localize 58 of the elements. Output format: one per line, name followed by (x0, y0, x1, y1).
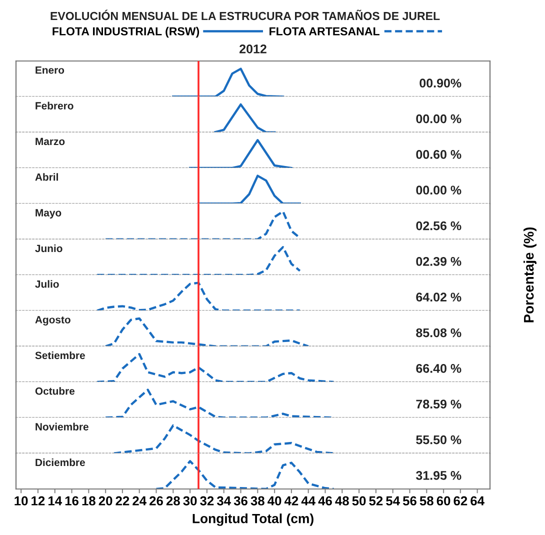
annotation: Mayo (36, 209, 62, 219)
x-tick-label: 44 (301, 496, 316, 506)
annotation: 78.59 % (416, 400, 462, 409)
chart-title: EVOLUCIÓN MENSUAL DE LA ESTRUCURA POR TAMAÑOS DE JUREL (50, 10, 440, 20)
annotation: 00.00 % (416, 186, 462, 195)
x-tick-label: 14 (48, 496, 62, 506)
x-tick-label: 34 (216, 496, 231, 506)
x-tick-label: 54 (386, 496, 400, 506)
annotation: Diciembre (36, 458, 85, 466)
x-tick-label: 50 (352, 496, 366, 506)
x-tick-label: 28 (166, 496, 180, 506)
annotation: 02.39 % (416, 257, 462, 266)
annotation: Julio (35, 280, 59, 288)
x-tick-label: 64 (470, 496, 484, 506)
x-tick-label: 32 (200, 496, 214, 506)
x-axis-title: Longitud Total (cm) (192, 514, 314, 526)
x-tick-label: 40 (268, 496, 282, 506)
annotation: Noviembre (36, 422, 88, 430)
x-tick-label: 62 (454, 496, 468, 506)
annotation: Junio (35, 244, 62, 252)
x-tick-label: 12 (32, 496, 45, 506)
annotation: 00.00 % (416, 114, 462, 124)
legend-label: FLOTA INDUSTRIAL (RSW) (52, 26, 200, 38)
legend-label: FLOTA ARTESANAL (270, 27, 380, 36)
x-tick-label: 30 (183, 496, 197, 506)
x-tick-label: 42 (284, 496, 298, 506)
x-tick-label: 10 (14, 496, 28, 506)
annotation: 02.56 % (416, 221, 462, 230)
x-tick-label: 56 (402, 496, 416, 506)
chart-subtitle: 2012 (240, 44, 266, 54)
x-tick-label: 24 (132, 496, 146, 506)
x-tick-label: 18 (82, 496, 96, 506)
annotation: 55.50 % (416, 435, 462, 444)
x-tick-label: 46 (318, 496, 332, 506)
annotation: Abril (35, 173, 58, 181)
annotation: Setiembre (35, 351, 85, 360)
annotation: 64.02 % (416, 292, 462, 302)
x-tick-label: 38 (250, 496, 264, 506)
annotation: 00.90% (420, 78, 462, 88)
annotation: 85.08 % (416, 328, 462, 338)
annotation: 00.60 % (416, 150, 462, 159)
x-tick-label: 36 (234, 496, 248, 506)
x-tick-label: 20 (98, 496, 112, 506)
x-tick-label: 26 (150, 496, 163, 506)
annotation: Febrero (36, 102, 74, 110)
annotation: Agosto (35, 316, 70, 326)
x-tick-label: 22 (116, 496, 130, 506)
x-tick-label: 16 (65, 496, 78, 506)
annotation: 66.40 % (416, 364, 462, 373)
y-axis-title: Porcentaje (%) (524, 227, 536, 322)
annotation: Marzo (36, 138, 65, 146)
x-tick-label: 58 (420, 496, 434, 506)
annotation: Octubre (35, 387, 75, 395)
x-tick-label: 48 (335, 496, 349, 506)
x-tick-label: 52 (369, 496, 383, 506)
annotation: Enero (36, 66, 64, 74)
x-tick-label: 60 (436, 496, 450, 506)
annotation: 31.95 % (416, 471, 462, 480)
